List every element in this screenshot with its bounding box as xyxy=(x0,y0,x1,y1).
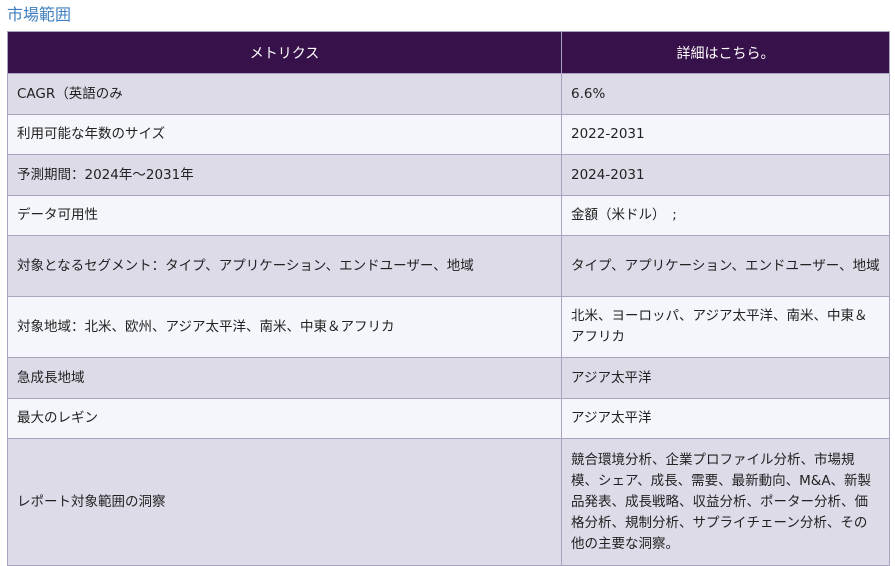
metric-cell: 対象となるセグメント：タイプ、アプリケーション、エンドユーザー、地域 xyxy=(7,235,562,297)
value-cell: アジア太平洋 xyxy=(561,398,890,439)
value-cell: 競合環境分析、企業プロファイル分析、市場規模、シェア、成長、需要、最新動向、M&… xyxy=(561,438,890,566)
table-row: 最大のレギン アジア太平洋 xyxy=(7,398,890,439)
metric-cell: 予測期間：2024年～2031年 xyxy=(7,154,562,196)
table-row: 対象地域：北米、欧州、アジア太平洋、南米、中東＆アフリカ 北米、ヨーロッパ、アジア… xyxy=(7,296,890,358)
metric-cell: データ可用性 xyxy=(7,195,562,236)
market-scope-table: メトリクス 詳細はこちら。 CAGR（英語のみ 6.6% 利用可能な年数のサイズ 2… xyxy=(7,31,890,566)
value-cell: タイプ、アプリケーション、エンドユーザー、地域 xyxy=(561,235,890,297)
table-header-row: メトリクス 詳細はこちら。 xyxy=(7,31,890,74)
section-title: 市場範囲 xyxy=(7,5,72,24)
header-metric: メトリクス xyxy=(7,31,562,74)
metric-cell: 最大のレギン xyxy=(7,398,562,439)
metric-cell: レポート対象範囲の洞察 xyxy=(7,438,562,566)
metric-cell: 利用可能な年数のサイズ xyxy=(7,114,562,155)
table-row: 利用可能な年数のサイズ 2022-2031 xyxy=(7,114,890,155)
metric-cell: 対象地域：北米、欧州、アジア太平洋、南米、中東＆アフリカ xyxy=(7,296,562,358)
value-cell: 2024-2031 xyxy=(561,154,890,196)
table-row: レポート対象範囲の洞察 競合環境分析、企業プロファイル分析、市場規模、シェア、成長… xyxy=(7,438,890,566)
value-cell: アジア太平洋 xyxy=(561,357,890,399)
value-cell: 北米、ヨーロッパ、アジア太平洋、南米、中東＆アフリカ xyxy=(561,296,890,358)
table-row: CAGR（英語のみ 6.6% xyxy=(7,73,890,115)
metric-cell: 急成長地域 xyxy=(7,357,562,399)
metric-cell: CAGR（英語のみ xyxy=(7,73,562,115)
value-cell: 6.6% xyxy=(561,73,890,115)
value-cell: 金額（米ドル） ; xyxy=(561,195,890,236)
table-row: 急成長地域 アジア太平洋 xyxy=(7,357,890,399)
table-row: データ可用性 金額（米ドル） ; xyxy=(7,195,890,236)
table-row: 対象となるセグメント：タイプ、アプリケーション、エンドユーザー、地域 タイプ、アプ… xyxy=(7,235,890,297)
table-row: 予測期間：2024年～2031年 2024-2031 xyxy=(7,154,890,196)
value-cell: 2022-2031 xyxy=(561,114,890,155)
header-details: 詳細はこちら。 xyxy=(561,31,890,74)
